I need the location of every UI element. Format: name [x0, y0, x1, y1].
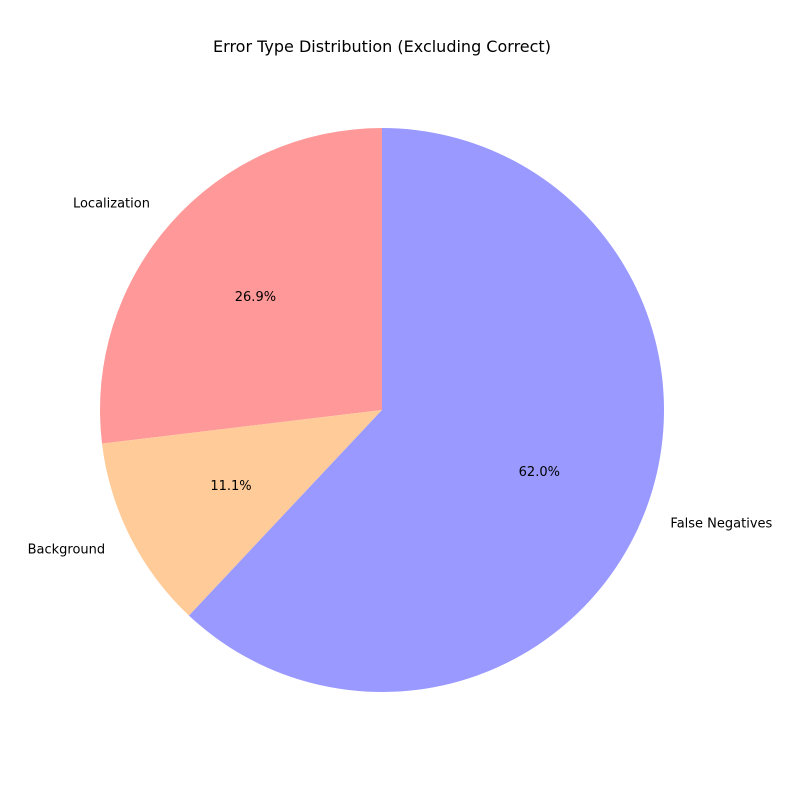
chart-title: Error Type Distribution (Excluding Corre… [213, 37, 551, 56]
slice-percent-localization: 26.9% [235, 290, 276, 305]
pie-slice-localization [99, 128, 383, 444]
slice-label-localization: Localization [73, 197, 150, 212]
slice-label-false-negatives: False Negatives [670, 517, 772, 532]
pie-slice-false-negatives [188, 128, 665, 692]
slice-percent-background: 11.1% [210, 479, 251, 494]
slice-label-background: Background [28, 542, 106, 557]
pie-slices [99, 128, 665, 692]
slice-percent-false-negatives: 62.0% [519, 465, 560, 480]
pie-labels: Localization 26.9% Background 11.1% False Ne… [28, 197, 773, 558]
pie-slice-background [102, 410, 382, 616]
